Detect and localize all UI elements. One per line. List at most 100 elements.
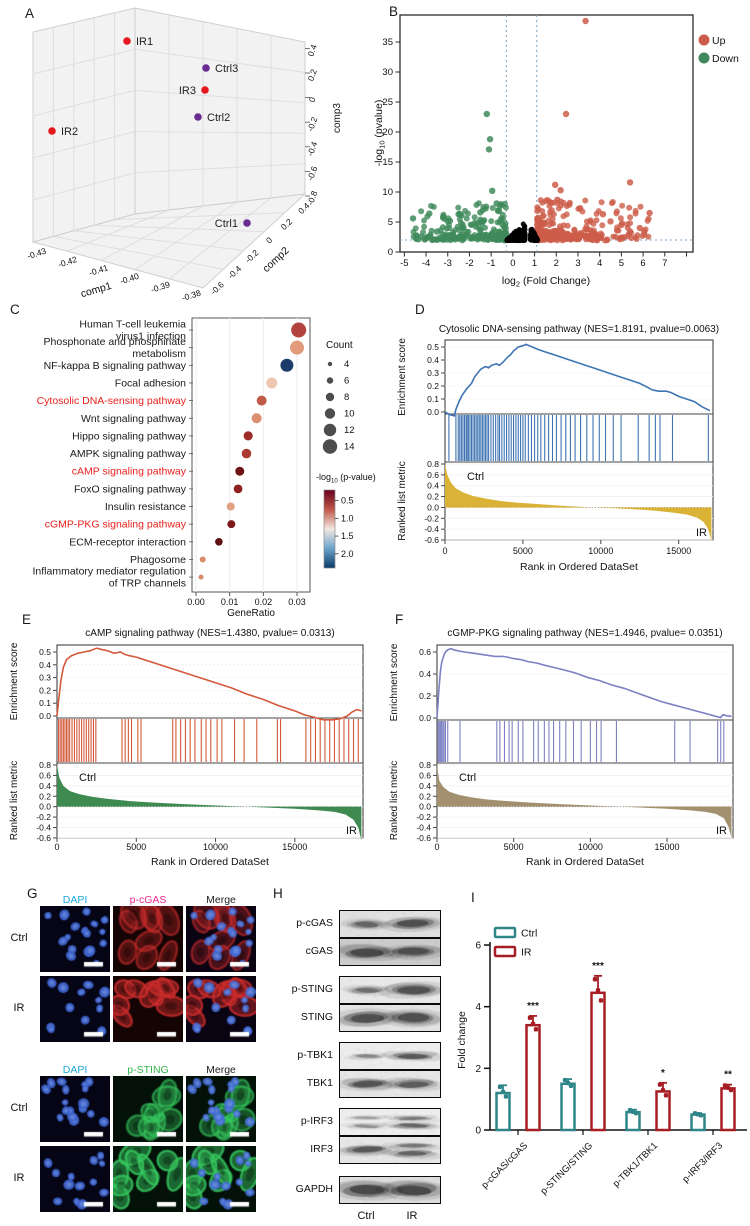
ranked-metric-area [437,765,732,838]
volcano-point [477,209,484,216]
x-tick-label: 10000 [588,546,613,556]
volcano-point [598,199,605,206]
x-tick-label: 0.02 [255,597,273,607]
x-tick-label: 15000 [666,546,691,556]
data-point [500,1089,506,1095]
data-point [657,1082,663,1087]
data-point [695,1112,701,1117]
volcano-point [582,17,589,25]
y-tick-label: 5 [388,217,393,228]
volcano-point [546,222,553,229]
significance-stars: *** [527,1001,539,1012]
volcano-point [619,202,626,209]
blot-label-p-tbk1: p-TBK1 [297,1049,333,1061]
group-left-label: Ctrl [467,471,484,483]
significance-stars: ** [724,1070,732,1081]
blot-column-label-ir: IR [406,1210,418,1222]
pathway-dot [290,340,304,355]
volcano-point [551,181,559,188]
count-legend-title: Count [326,340,353,351]
bar-ctrl [495,1091,511,1132]
y-tick-label: 6 [475,941,481,952]
es-tick-label: 0.2 [419,691,431,701]
volcano-point [429,237,436,244]
metric-tick-label: -0.6 [36,833,51,843]
pane-left [32,7,136,243]
data-point [533,1027,539,1032]
pathway-dot [226,502,235,511]
sample-label: Ctrl1 [215,218,238,230]
volcano-point [613,227,621,234]
x-tick-label: 5 [619,258,624,269]
group-left-label: Ctrl [459,772,476,784]
volcano-point [626,179,634,186]
group-right-label: IR [716,825,727,837]
volcano-point [426,210,433,217]
blot-label-gapdh: GAPDH [295,1183,333,1195]
panel-e-gsea-camp: E cAMP signaling pathway (NES=1.4380, pv… [0,612,375,880]
volcano-point [619,235,626,242]
count-legend-value: 10 [344,409,355,420]
pathway-dot [291,322,307,338]
x-tick-label: 10000 [203,842,228,852]
z-tick-label: 0.4 [305,43,319,58]
micrograph-ctrl-dapi [40,1076,110,1142]
volcano-point [469,233,476,240]
volcano-point [534,204,541,211]
legend-swatch-ir [493,945,517,958]
volcano-point [593,236,600,243]
volcano-point [421,223,428,230]
volcano-point [488,234,495,241]
pathway-label: Phagosome [130,554,186,566]
volcano-point [583,218,590,225]
pathway-label: NF-kappa B signaling pathway [44,360,187,372]
volcano-point [542,232,549,239]
volcano-point [455,235,462,242]
channel-header-merge: Merge [206,894,236,906]
volcano-point [563,211,570,218]
volcano-point [607,218,614,225]
volcano-point [624,224,631,231]
volcano-point [536,219,543,226]
micrograph-ir-p-cgas [113,976,183,1042]
volcano-point [613,208,620,215]
volcano-point [608,200,615,207]
x-tick-label: -0.41 [88,262,110,278]
volcano-point [483,110,491,118]
grid-line [32,172,136,201]
gsea-title-d: Cytosolic DNA-sensing pathway (NES=1.819… [438,324,720,335]
volcano-point [440,213,447,220]
grid-line [114,212,285,221]
panel-f-letter: F [395,612,404,627]
volcano-point [427,231,434,238]
x-tick-label: 3 [575,258,580,269]
z-tick-label: -0.4 [305,140,319,157]
x-tick-label: 7 [662,258,667,269]
blot-column-label-ctrl: Ctrl [357,1210,375,1222]
z-tick-label: -0.6 [305,165,319,182]
sample-label: IR1 [136,36,153,48]
volcano-point [636,224,644,232]
data-point [725,1085,731,1091]
volcano-point [486,136,494,143]
volcano-point [436,234,443,241]
volcano-point [557,187,564,194]
volcano-point [590,220,597,227]
legend-label: Ctrl [521,928,537,940]
volcano-point [559,233,566,240]
x-axis-title: Rank in Ordered DataSet [526,856,644,868]
metric-tick-label: -0.2 [424,513,439,523]
z-tick-label: 0.2 [305,67,319,82]
volcano-point [632,210,639,217]
metric-tick-label: 0.0 [39,802,51,812]
es-tick-label: 0.4 [419,669,431,679]
condition-label: Ctrl [10,1102,28,1114]
channel-header-dapi: DAPI [62,1064,88,1076]
enrichment-curve [56,647,362,721]
channel-header-p-sting: p-STING [127,1064,169,1076]
es-tick-label: 0.5 [427,342,439,352]
panel-i-bar-chart: I 0 2 4 6 Fold change Ctrl IR p-cGAS/cGAS *** p-S… [455,880,750,1226]
pathway-dot [199,556,206,563]
y-tick-label: 0 [388,247,393,258]
